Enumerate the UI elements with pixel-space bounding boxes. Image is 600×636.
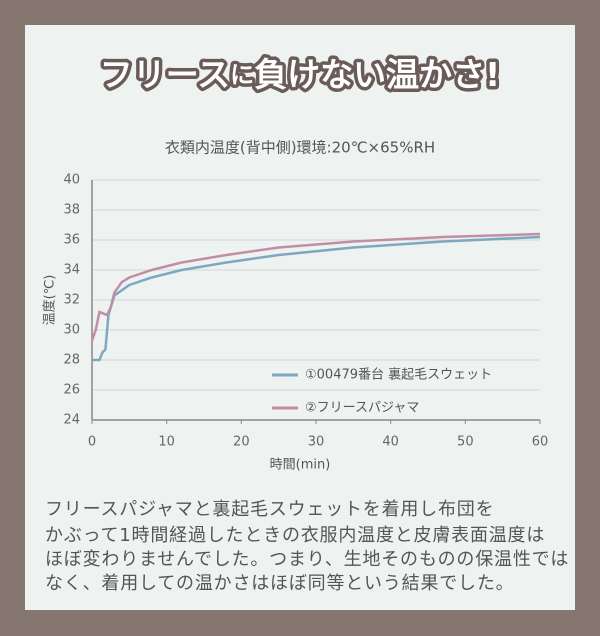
x-axis-label: 時間(min) bbox=[270, 458, 331, 473]
x-tick-label: 40 bbox=[382, 435, 399, 450]
headline: フリースに負けない温かさ! bbox=[100, 55, 500, 94]
y-tick-label: 36 bbox=[63, 233, 80, 248]
legend-label: ①00479番台 裏起毛スウェット bbox=[305, 368, 492, 383]
paragraph-line: ほぼ変わりませんでした。つまり、生地そのものの保温性では bbox=[45, 549, 569, 570]
chart-title: 衣類内温度(背中側)環境:20℃×65%RH bbox=[165, 139, 435, 157]
y-tick-label: 34 bbox=[63, 263, 80, 278]
x-tick-label: 50 bbox=[457, 435, 474, 450]
series-line bbox=[92, 235, 541, 362]
paragraph-line: なく、着用しての温かさはほぼ同等という結果でした。 bbox=[45, 573, 514, 594]
y-tick-label: 32 bbox=[63, 293, 80, 308]
paragraph-line: かぶって1時間経過したときの衣服内温度と皮膚表面温度は bbox=[45, 525, 545, 546]
y-tick-label: 40 bbox=[63, 173, 80, 188]
y-axis-label: 温度(℃) bbox=[42, 275, 58, 326]
headline-part: 負けない温かさ! bbox=[254, 55, 500, 94]
x-tick-label: 60 bbox=[532, 435, 549, 450]
series-line bbox=[90, 232, 541, 341]
headline-part: フリース bbox=[100, 55, 230, 94]
y-tick-label: 26 bbox=[63, 383, 80, 398]
y-tick-label: 28 bbox=[63, 353, 80, 368]
y-tick-label: 24 bbox=[63, 413, 80, 428]
x-tick-label: 0 bbox=[88, 435, 96, 450]
y-tick-label: 30 bbox=[63, 323, 80, 338]
x-tick-label: 30 bbox=[308, 435, 325, 450]
panel bbox=[25, 25, 575, 610]
x-tick-label: 10 bbox=[158, 435, 175, 450]
paragraph-line: フリースパジャマと裏起毛スウェットを着用し布団を bbox=[45, 499, 494, 520]
legend-label: ②フリースパジャマ bbox=[305, 401, 419, 416]
x-tick-label: 20 bbox=[233, 435, 250, 450]
y-tick-label: 38 bbox=[63, 203, 80, 218]
headline-part: に bbox=[230, 61, 254, 89]
